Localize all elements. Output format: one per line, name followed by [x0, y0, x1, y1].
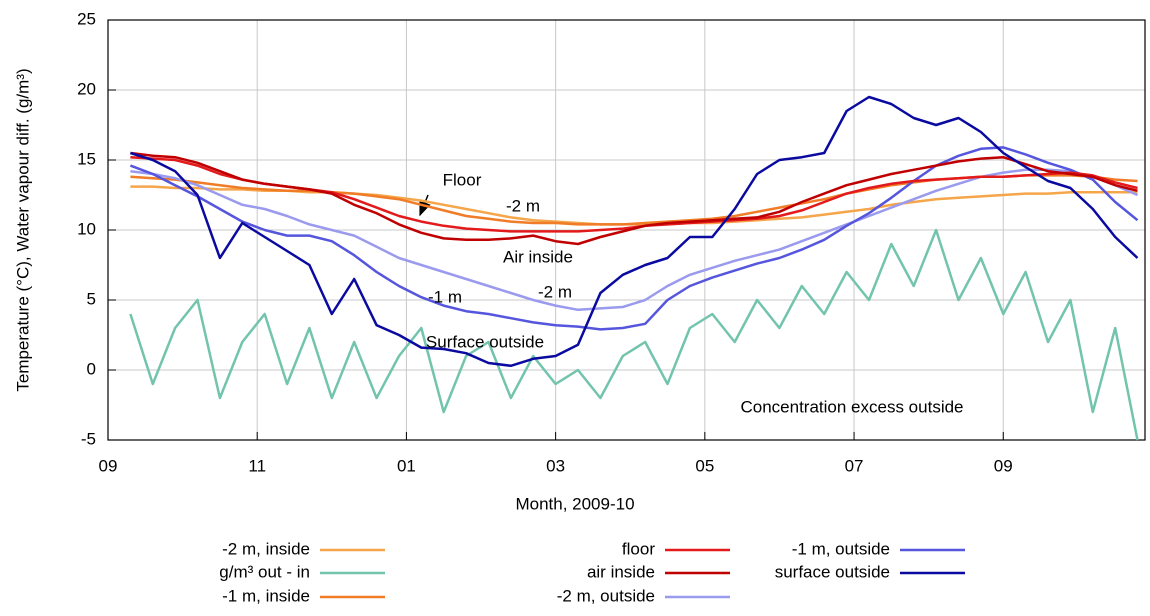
legend-label: g/m³ out - in [219, 562, 310, 581]
legend-label: -1 m, outside [792, 539, 890, 558]
legend-label: -2 m, outside [557, 586, 655, 605]
annotation: -2 m [506, 196, 540, 215]
annotation: Air inside [503, 247, 573, 266]
x-tick-label: 03 [546, 456, 565, 475]
y-tick-label: -5 [81, 429, 96, 448]
x-axis-label: Month, 2009-10 [515, 494, 634, 513]
y-tick-label: 20 [77, 79, 96, 98]
series-line [130, 174, 1138, 226]
plot-frame [107, 19, 1146, 441]
y-tick-label: 0 [87, 359, 96, 378]
annotation: Surface outside [426, 332, 544, 351]
legend-label: floor [622, 539, 655, 558]
series-line [130, 168, 1139, 312]
series-line [130, 95, 1139, 368]
annotation: Floor [443, 170, 482, 189]
annotation: -1 m [428, 287, 462, 306]
legend-label: surface outside [775, 562, 890, 581]
series-line [130, 151, 1138, 246]
legend-label: -2 m, inside [222, 539, 310, 558]
y-axis-label: Temperature (°C), Water vapour diff. (g/… [13, 68, 32, 391]
annotation: Concentration excess outside [740, 397, 963, 416]
x-tick-label: 01 [397, 456, 416, 475]
x-tick-label: 09 [99, 456, 118, 475]
legend-label: -1 m, inside [222, 586, 310, 605]
series-line [130, 155, 1138, 233]
x-tick-label: 07 [845, 456, 864, 475]
annotation: -2 m [538, 282, 572, 301]
legend-label: air inside [587, 562, 655, 581]
series-line [129, 228, 1139, 441]
y-tick-label: 10 [77, 219, 96, 238]
x-tick-label: 09 [994, 456, 1013, 475]
x-tick-label: 11 [248, 456, 266, 475]
x-tick-label: 05 [695, 456, 714, 475]
y-tick-label: 5 [87, 289, 96, 308]
y-tick-label: 15 [77, 149, 96, 168]
series-line [130, 185, 1138, 226]
y-tick-label: 25 [77, 9, 96, 28]
series-line [129, 146, 1139, 331]
